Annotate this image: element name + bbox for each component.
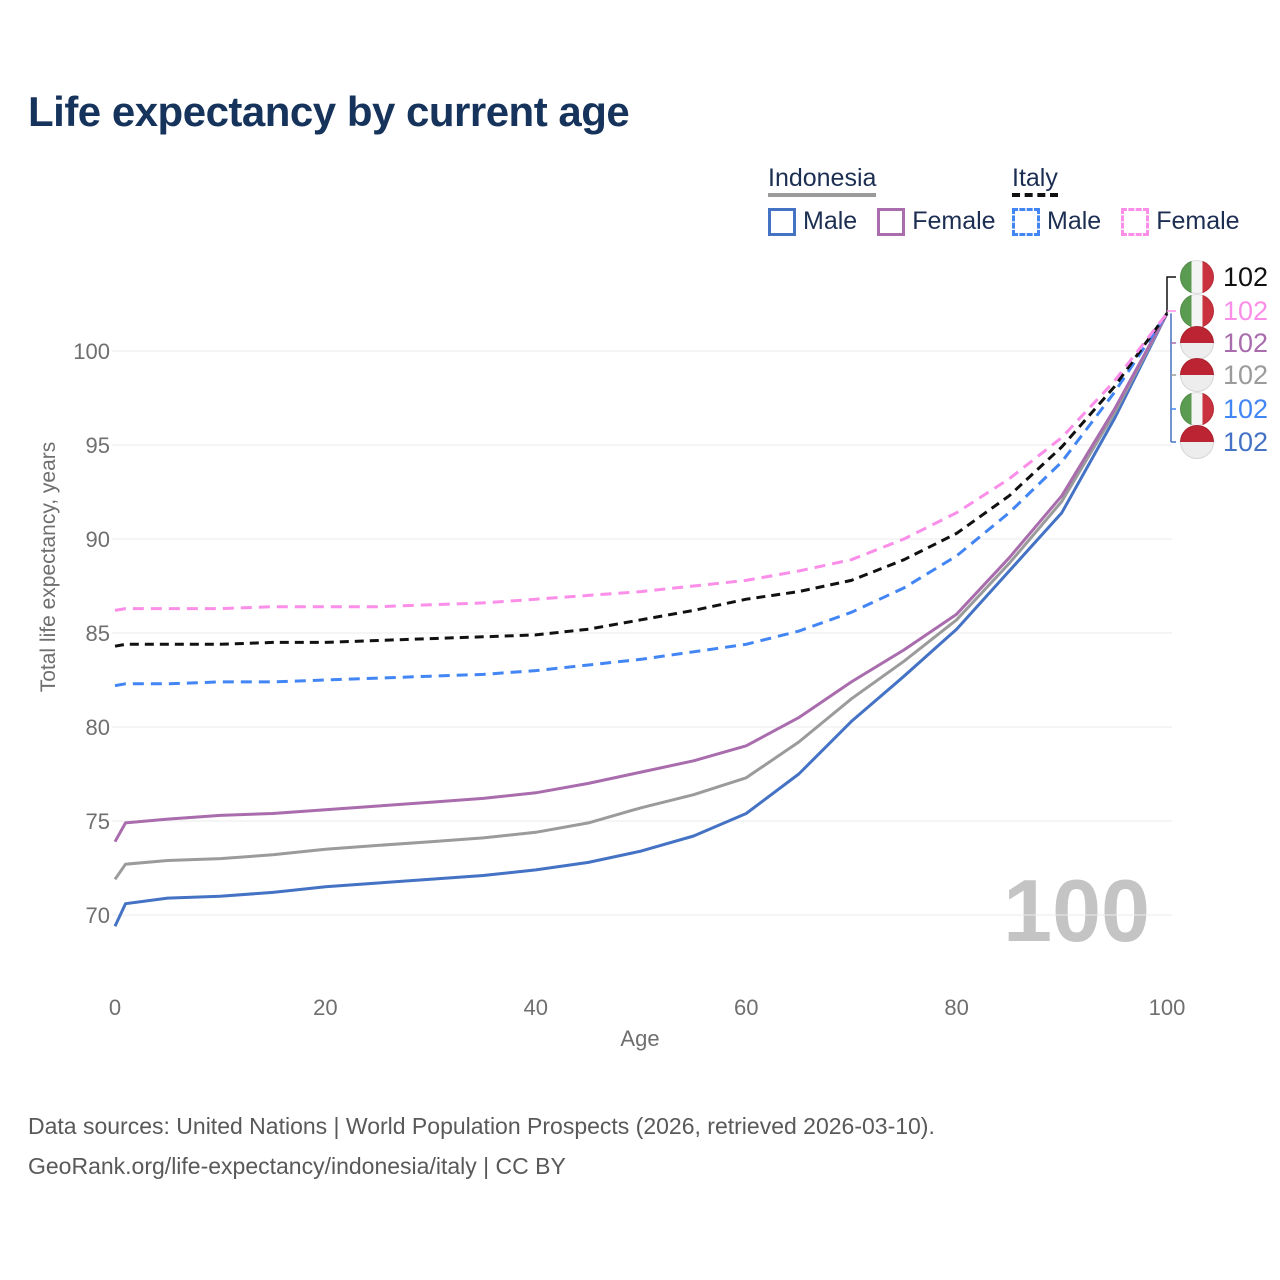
y-tick-label-95: 95 (86, 433, 110, 458)
footer: Data sources: United Nations | World Pop… (28, 1106, 935, 1186)
end-label-value: 102 (1223, 261, 1269, 292)
page-title: Life expectancy by current age (28, 88, 630, 135)
end-label-indonesia-female: 102 (1180, 326, 1268, 360)
footer-license-line: GeoRank.org/life-expectancy/indonesia/it… (28, 1153, 566, 1179)
x-tick-label-60: 60 (734, 995, 758, 1020)
legend-swatch-icon (1012, 207, 1040, 236)
age-ticker-watermark: 100 (1003, 861, 1150, 960)
x-tick-label-80: 80 (944, 995, 968, 1020)
italy-flag-icon (1180, 260, 1214, 294)
legend-item-italy-male[interactable]: Male (1012, 207, 1101, 236)
end-label-value: 102 (1223, 295, 1269, 326)
end-label-value: 102 (1223, 393, 1269, 424)
indonesia-flag-icon (1180, 326, 1214, 360)
end-label-italy-female: 102 (1180, 294, 1268, 328)
legend-item-label: Female (912, 207, 996, 235)
legend-country-italy[interactable]: Italy (1012, 165, 1058, 197)
end-label-indonesia: 102 (1180, 358, 1268, 392)
italy-flag-icon (1180, 294, 1214, 328)
y-tick-label-70: 70 (86, 903, 110, 928)
legend-item-indonesia-female[interactable]: Female (877, 207, 996, 236)
end-label-italy-male: 102 (1180, 392, 1268, 426)
end-label-value: 102 (1223, 426, 1269, 457)
legend-group-italy: Italy Male Female (1012, 165, 1240, 236)
y-tick-label-75: 75 (86, 809, 110, 834)
end-label-italy: 102 (1180, 260, 1268, 294)
legend-item-italy-female[interactable]: Female (1121, 207, 1240, 236)
series-line-italy-male[interactable] (114, 312, 1169, 688)
end-label-indonesia-male: 102 (1180, 425, 1268, 459)
legend-group-indonesia: Indonesia Male Female (768, 165, 996, 236)
italy-flag-icon (1180, 392, 1214, 426)
series-line-indonesia[interactable] (113, 312, 1169, 881)
legend-item-label: Female (1156, 207, 1240, 235)
legend-country-indonesia[interactable]: Indonesia (768, 165, 877, 197)
series-line-italy-female[interactable] (114, 312, 1169, 612)
series-line-italy[interactable] (114, 312, 1169, 648)
leader-line (1166, 276, 1176, 314)
series-line-indonesia-male[interactable] (113, 312, 1169, 927)
series-line-indonesia-female[interactable] (113, 312, 1169, 843)
end-label-value: 102 (1223, 327, 1269, 358)
legend-item-label: Male (1047, 207, 1102, 235)
legend-swatch-icon (768, 207, 796, 236)
y-tick-label-100: 100 (73, 339, 110, 364)
x-tick-label-100: 100 (1149, 995, 1186, 1020)
y-tick-label-80: 80 (86, 715, 110, 740)
indonesia-flag-icon (1180, 358, 1214, 392)
y-tick-label-85: 85 (86, 621, 110, 646)
x-tick-label-20: 20 (313, 995, 337, 1020)
footer-source-line: Data sources: United Nations | World Pop… (28, 1113, 935, 1139)
legend-item-label: Male (803, 207, 858, 235)
legend-swatch-icon (877, 207, 906, 236)
legend-items: Male Female (768, 207, 996, 236)
y-tick-label-90: 90 (86, 527, 110, 552)
end-label-value: 102 (1223, 359, 1269, 390)
legend: Indonesia Male Female Italy Male Female (0, 165, 1280, 245)
legend-swatch-icon (1121, 207, 1150, 236)
indonesia-flag-icon (1180, 425, 1214, 459)
x-tick-label-0: 0 (109, 995, 121, 1020)
x-tick-label-40: 40 (524, 995, 548, 1020)
legend-items: Male Female (1012, 207, 1240, 236)
x-axis-title: Age (620, 1026, 660, 1051)
legend-item-indonesia-male[interactable]: Male (768, 207, 857, 236)
